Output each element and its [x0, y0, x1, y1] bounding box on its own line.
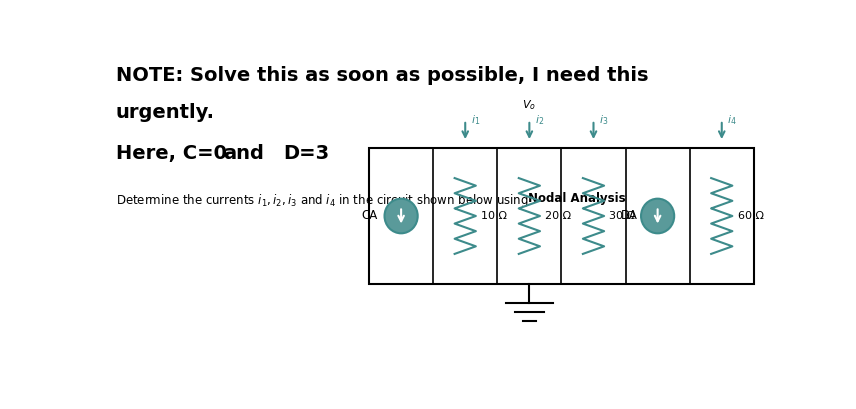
Text: Nodal Analysis: Nodal Analysis — [528, 192, 626, 205]
Text: CA: CA — [361, 209, 377, 222]
Text: $i_3$: $i_3$ — [599, 113, 608, 127]
Ellipse shape — [384, 199, 418, 233]
FancyBboxPatch shape — [369, 148, 754, 284]
Text: urgently.: urgently. — [116, 103, 215, 121]
Text: $i_4$: $i_4$ — [727, 113, 737, 127]
Text: $V_o$: $V_o$ — [522, 98, 537, 112]
Text: $i_1$: $i_1$ — [471, 113, 480, 127]
Text: 10 Ω: 10 Ω — [481, 211, 507, 221]
Text: Determine the currents $i_1, i_2, i_3$ and $i_4$ in the circuit shown below usin: Determine the currents $i_1, i_2, i_3$ a… — [116, 192, 530, 209]
Text: Here, C=0: Here, C=0 — [116, 144, 227, 162]
Text: DA: DA — [621, 209, 638, 222]
Text: 30 Ω: 30 Ω — [609, 211, 635, 221]
Text: 20 Ω: 20 Ω — [545, 211, 572, 221]
Text: NOTE: Solve this as soon as possible, I need this: NOTE: Solve this as soon as possible, I … — [116, 66, 648, 85]
Text: D=3: D=3 — [282, 144, 329, 162]
Text: .: . — [608, 192, 612, 205]
Text: and: and — [223, 144, 264, 162]
Text: $i_2$: $i_2$ — [535, 113, 544, 127]
Ellipse shape — [641, 199, 675, 233]
Text: 60 Ω: 60 Ω — [738, 211, 764, 221]
